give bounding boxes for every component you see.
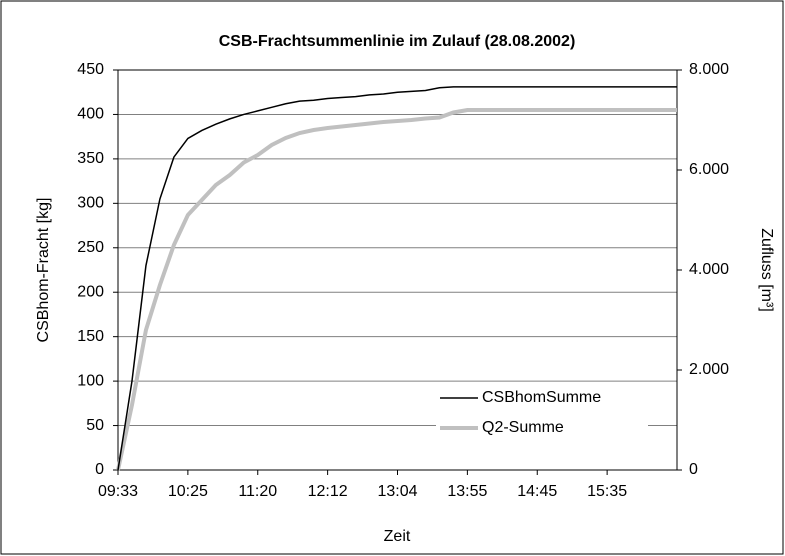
y-tick-label: 200 (77, 283, 104, 300)
x-tick-label: 09:33 (98, 483, 138, 500)
legend-label: Q2-Summe (482, 419, 564, 436)
x-tick-label: 11:20 (238, 483, 277, 500)
x-tick-label: 10:25 (168, 483, 208, 500)
y-tick-label: 0 (95, 461, 104, 478)
legend-label: CSBhomSumme (482, 389, 601, 406)
line-series (117, 86, 677, 471)
y2-tick-label: 0 (689, 461, 698, 478)
y-tick-label: 300 (77, 195, 104, 212)
legend-box (436, 384, 648, 442)
y2-tick-label: 4.000 (689, 261, 729, 278)
x-tick-label: 14:45 (517, 483, 557, 500)
y-tick-label: 400 (77, 106, 104, 123)
y2-tick-label: 8.000 (689, 61, 729, 78)
x-tick-label: 12:12 (308, 483, 348, 500)
y2-axis-label: Zufluss [m³] (758, 228, 775, 312)
y-tick-label: 150 (77, 328, 104, 345)
y-tick-label: 350 (77, 150, 104, 167)
x-tick-label: 15:35 (587, 483, 627, 500)
x-tick-label: 13:04 (377, 483, 417, 500)
y-tick-label: 250 (77, 239, 104, 256)
y2-tick-label: 6.000 (689, 161, 729, 178)
y2-tick-label: 2.000 (689, 361, 729, 378)
y-tick-label: 50 (86, 417, 104, 434)
line-series (116, 108, 677, 471)
y-axis-label: CSBhom-Fracht [kg] (35, 198, 52, 343)
x-tick-label: 13:55 (447, 483, 487, 500)
chart-title: CSB-Frachtsummenlinie im Zulauf (28.08.2… (219, 33, 576, 50)
y-tick-label: 100 (77, 372, 104, 389)
x-axis-label: Zeit (384, 528, 411, 545)
y-tick-label: 450 (77, 61, 104, 78)
